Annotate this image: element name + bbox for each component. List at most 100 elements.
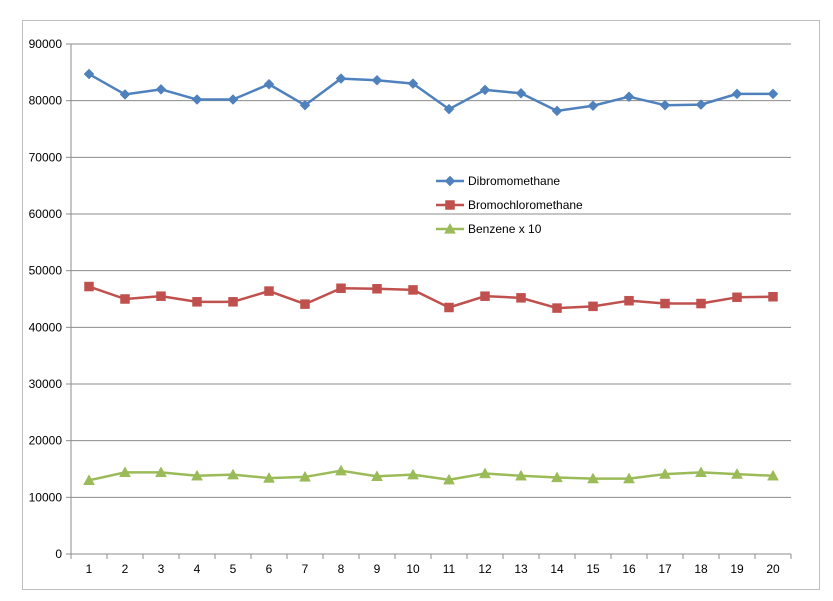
x-tick-label: 20 xyxy=(766,562,780,576)
data-point xyxy=(767,88,779,100)
legend-label: Benzene x 10 xyxy=(468,222,542,236)
x-tick-label: 12 xyxy=(478,562,492,576)
x-tick-label: 6 xyxy=(266,562,273,576)
data-point xyxy=(624,295,634,306)
data-point xyxy=(443,473,455,485)
legend-label: Bromochloromethane xyxy=(468,198,583,212)
data-point xyxy=(335,73,347,84)
data-point xyxy=(515,87,527,99)
x-tick-label: 10 xyxy=(406,562,420,576)
legend-item: Benzene x 10 xyxy=(436,222,542,236)
data-point xyxy=(336,283,346,293)
data-point xyxy=(479,467,491,479)
data-point xyxy=(119,466,131,478)
series-line xyxy=(88,72,773,113)
data-point xyxy=(587,100,599,112)
data-point xyxy=(192,297,202,307)
series-benzene-x-10 xyxy=(83,464,779,485)
x-tick-label: 8 xyxy=(338,562,345,576)
x-tick-label: 19 xyxy=(730,562,744,576)
data-point xyxy=(335,464,347,476)
data-point xyxy=(228,297,238,307)
series-line xyxy=(88,469,774,482)
data-point xyxy=(588,301,598,312)
x-tick-label: 3 xyxy=(158,562,165,576)
y-tick-label: 50000 xyxy=(29,264,63,278)
legend-swatch-marker xyxy=(445,200,455,210)
data-point xyxy=(156,291,166,301)
data-point xyxy=(767,469,779,481)
y-tick-label: 70000 xyxy=(29,150,63,164)
data-point xyxy=(515,469,527,481)
data-point xyxy=(587,472,599,484)
y-tick-label: 0 xyxy=(55,547,62,561)
data-point xyxy=(695,466,707,478)
data-point xyxy=(191,469,203,481)
data-point xyxy=(407,468,419,480)
data-point xyxy=(443,103,455,115)
data-point xyxy=(263,78,275,90)
data-point xyxy=(119,89,131,100)
data-point xyxy=(623,472,635,484)
data-point xyxy=(264,286,274,296)
y-tick-label: 90000 xyxy=(29,37,63,51)
data-point xyxy=(227,468,239,480)
data-point xyxy=(551,471,563,483)
data-point xyxy=(371,74,383,86)
data-point xyxy=(155,83,167,95)
series-dibromomethane xyxy=(83,68,779,117)
data-point xyxy=(300,299,310,309)
data-point xyxy=(479,84,491,96)
legend: Dibromomethane Bromochloromethane Benzene … xyxy=(436,174,583,236)
y-tick-label: 80000 xyxy=(29,94,63,108)
x-tick-label: 18 xyxy=(694,562,708,576)
data-point xyxy=(263,472,275,483)
axes xyxy=(66,43,792,559)
data-point xyxy=(227,94,239,105)
series-line xyxy=(88,285,774,310)
data-series xyxy=(83,68,779,485)
data-point xyxy=(407,78,419,90)
data-point xyxy=(551,105,563,117)
data-point xyxy=(623,91,635,103)
grid-lines xyxy=(71,43,791,498)
legend-item: Bromochloromethane xyxy=(436,198,583,212)
data-point xyxy=(191,94,203,105)
y-tick-label: 30000 xyxy=(29,377,63,391)
data-point xyxy=(695,99,707,110)
data-point xyxy=(516,293,526,303)
data-point xyxy=(155,466,167,478)
data-point xyxy=(299,470,311,482)
y-tick-label: 60000 xyxy=(29,207,63,221)
data-point xyxy=(408,285,418,295)
data-point xyxy=(732,292,742,303)
y-axis-tick-labels: 0 10000 20000 30000 40000 50000 60000 70000 8000… xyxy=(29,37,63,561)
data-point xyxy=(696,298,706,309)
data-point xyxy=(552,303,562,313)
data-point xyxy=(659,99,671,111)
data-point xyxy=(731,88,743,100)
x-tick-label: 7 xyxy=(302,562,309,576)
y-tick-label: 20000 xyxy=(29,434,63,448)
data-point xyxy=(660,298,670,309)
data-point xyxy=(371,470,383,482)
data-point xyxy=(372,284,382,294)
legend-swatch-marker xyxy=(444,175,456,187)
x-tick-label: 15 xyxy=(586,562,600,576)
data-point xyxy=(480,291,490,301)
legend-item: Dibromomethane xyxy=(436,174,560,188)
data-point xyxy=(83,474,95,485)
data-point xyxy=(731,468,743,479)
x-tick-label: 5 xyxy=(230,562,237,576)
data-point xyxy=(299,99,311,111)
x-tick-label: 13 xyxy=(514,562,528,576)
data-point xyxy=(768,291,778,302)
series-bromochloromethane xyxy=(84,281,778,313)
x-tick-label: 9 xyxy=(374,562,381,576)
x-tick-label: 16 xyxy=(622,562,636,576)
data-point xyxy=(444,302,454,313)
x-axis-tick-labels: 1 2 3 4 5 6 7 8 9 10 11 12 13 14 15 16 17 18 19 20 xyxy=(86,562,780,576)
data-point xyxy=(659,468,671,479)
legend-swatch-marker xyxy=(444,222,456,234)
